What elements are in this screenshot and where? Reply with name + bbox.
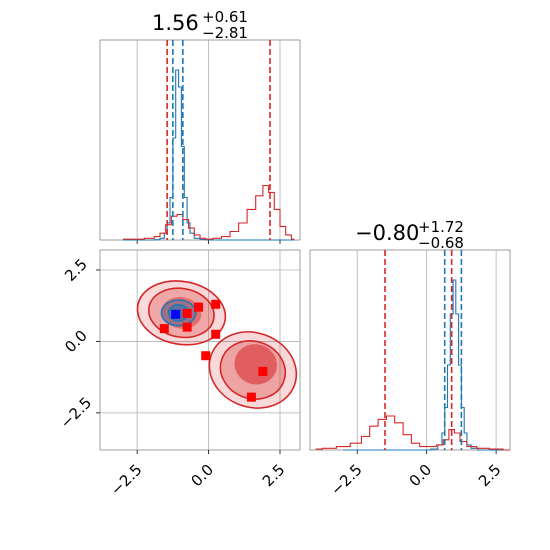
right-hist-title-value: −0.80: [355, 221, 419, 245]
top-hist-series-blue: [122, 69, 295, 241]
right-hist-grid: [356, 250, 497, 454]
red-sample-marker: [211, 329, 221, 339]
red-sample-marker: [194, 302, 204, 312]
scatter-y-tick-label: 0.0: [61, 327, 91, 357]
scatter-grid: [96, 250, 300, 454]
scatter-contours: [136, 280, 298, 409]
scatter-x-tick-label: −2.5: [107, 461, 145, 499]
top-hist-title-value: 1.56: [152, 11, 199, 35]
scatter-y-tick-labels: −2.5 0.0 2.5: [57, 255, 95, 432]
red-sample-marker: [182, 322, 192, 332]
scatter-frame: [99, 249, 301, 451]
right-hist-series: [315, 279, 510, 451]
red-sample-marker: [246, 392, 256, 402]
right-hist-frame: [309, 249, 511, 451]
top-hist-title-sup: +0.61: [202, 8, 248, 26]
top-hist-series: [122, 69, 295, 241]
blue-truth-marker: [171, 309, 181, 319]
top-hist-series-red: [122, 185, 295, 240]
red-sample-marker: [159, 324, 169, 334]
top-hist-grid: [136, 40, 281, 244]
scatter-x-tick-label: 0.0: [187, 461, 217, 491]
right-hist-x-tick-labels: −2.5 0.0 2.5: [327, 461, 504, 499]
top-hist-vlines: [166, 40, 271, 240]
right-hist-x-tick-label: −2.5: [327, 461, 365, 499]
red-sample-marker: [201, 351, 211, 361]
top-hist-title-sub: −2.81: [202, 24, 248, 42]
red-sample-marker: [182, 308, 192, 318]
right-hist-vlines: [384, 250, 463, 450]
scatter-x-tick-label: 2.5: [259, 461, 289, 491]
scatter-markers: [159, 299, 268, 402]
scatter-y-tick-label: −2.5: [57, 394, 95, 432]
right-hist-x-tick-label: 2.5: [475, 461, 505, 491]
right-hist-title-sub: −0.68: [418, 234, 464, 252]
right-hist-series-red: [315, 415, 510, 451]
red-sample-marker: [258, 366, 268, 376]
red-sample-marker: [211, 299, 221, 309]
right-hist-x-tick-label: 0.0: [406, 461, 436, 491]
right-hist-title-sup: +1.72: [418, 218, 464, 236]
scatter-y-tick-label: 2.5: [61, 255, 91, 285]
scatter-x-tick-labels: −2.5 0.0 2.5: [107, 461, 288, 499]
